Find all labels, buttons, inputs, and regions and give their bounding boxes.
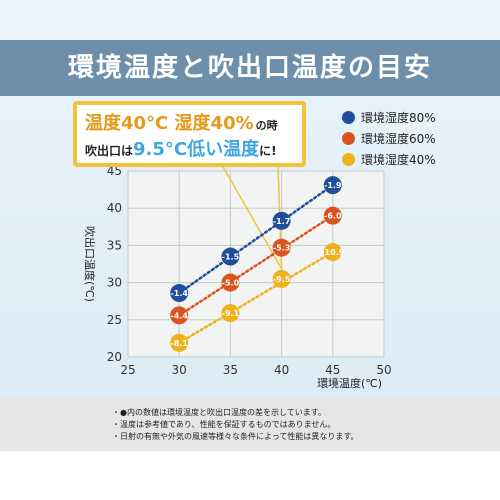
data-label: -1.7 (273, 217, 291, 226)
x-tick-label: 35 (223, 363, 238, 377)
callout-when: の時 (255, 119, 278, 132)
y-tick-label: 25 (107, 313, 122, 327)
note-line: ・日射の有無や外気の風速等様々な条件によって性能は異なります。 (112, 432, 359, 441)
data-label: -5.0 (222, 279, 240, 288)
data-point (170, 306, 189, 325)
data-label: -1.9 (324, 181, 342, 190)
series-trend-line (177, 183, 335, 295)
callout-temp: 温度40°C (85, 113, 169, 134)
series-1: -4.4 -5.0 -5.3 -6.0 (170, 206, 342, 325)
data-point (272, 238, 291, 257)
data-label: -10.9 (321, 248, 344, 257)
data-point (221, 304, 240, 323)
series-trend-line (177, 214, 335, 317)
title-bar: 環境温度と吹出口温度の目安 (0, 40, 500, 96)
data-label: -5.3 (273, 244, 291, 253)
note-line: ・温度は参考値であり、性能を保証するものではありません。 (112, 420, 336, 429)
callout-line2: 吹出口は9.5°C低い温度に! (85, 135, 277, 161)
plot-area (128, 171, 384, 357)
data-point (221, 273, 240, 292)
legend-dot (342, 111, 355, 124)
x-tick-label: 25 (120, 363, 135, 377)
x-axis-label: 環境温度(℃) (317, 376, 382, 390)
x-tick-label: 50 (376, 363, 391, 377)
data-label: -8.1 (170, 339, 188, 348)
data-label: -1.4 (170, 289, 188, 298)
legend-label: 環境湿度80% (361, 111, 436, 125)
legend-dot (342, 153, 355, 166)
legend-item: 環境湿度60% (342, 128, 492, 149)
series-2: -8.1 -9.1 -9.5 -10.9 (170, 243, 345, 352)
y-tick-label: 35 (107, 238, 122, 252)
callout-outlet: 吹出口は (85, 144, 134, 158)
notes-panel: ・●内の数値は環境温度と吹出口温度の差を示しています。 ・温度は参考値であり、性… (0, 396, 500, 451)
callout-box: 温度40°C 湿度40% の時 吹出口は9.5°C低い温度に! (73, 101, 306, 167)
page-title: 環境温度と吹出口温度の目安 (67, 53, 432, 83)
data-point (272, 211, 291, 230)
legend: 環境湿度80% 環境湿度60% 環境湿度40% (342, 107, 492, 170)
legend-item: 環境湿度80% (342, 107, 492, 128)
data-point (170, 333, 189, 352)
grid (127, 170, 385, 358)
data-label: -6.0 (324, 212, 342, 221)
data-point (272, 269, 291, 288)
legend-item: 環境湿度40% (342, 149, 492, 170)
callout-humidity: 湿度40% (174, 113, 254, 134)
data-point (221, 247, 240, 266)
data-point (323, 176, 342, 195)
y-tick-label: 40 (107, 201, 122, 215)
series-trend-line (177, 250, 335, 345)
callout-line1: 温度40°C 湿度40% の時 (85, 109, 278, 135)
y-axis-label: 吹出口温度(℃) (83, 226, 97, 302)
data-point (170, 284, 189, 303)
data-point (323, 243, 342, 262)
callout-highlight: 9.5°C低い温度 (133, 139, 260, 160)
data-point (323, 206, 342, 225)
data-label: -9.1 (222, 309, 240, 318)
data-label: -9.5 (273, 275, 291, 284)
y-tick-label: 30 (107, 276, 122, 290)
legend-dot (342, 132, 355, 145)
x-tick-label: 40 (274, 363, 289, 377)
data-label: -1.5 (222, 253, 240, 262)
note-line: ・●内の数値は環境温度と吹出口温度の差を示しています。 (112, 408, 326, 417)
legend-label: 環境湿度40% (361, 153, 436, 167)
callout-exclaim: に! (259, 144, 277, 158)
legend-label: 環境湿度60% (361, 132, 436, 146)
y-tick-label: 20 (107, 350, 122, 364)
y-tick-label: 45 (107, 164, 122, 178)
callout-pointer-line (221, 164, 283, 270)
series-0: -1.4 -1.5 -1.7 -1.9 (170, 176, 342, 303)
series-layer: -1.4 -1.5 -1.7 -1.9 -4.4 -5.0 -5.3 -6.0 -8.1 -9.1… (170, 176, 345, 352)
data-label: -4.4 (170, 311, 188, 320)
x-tick-label: 30 (172, 363, 187, 377)
x-tick-label: 45 (325, 363, 340, 377)
